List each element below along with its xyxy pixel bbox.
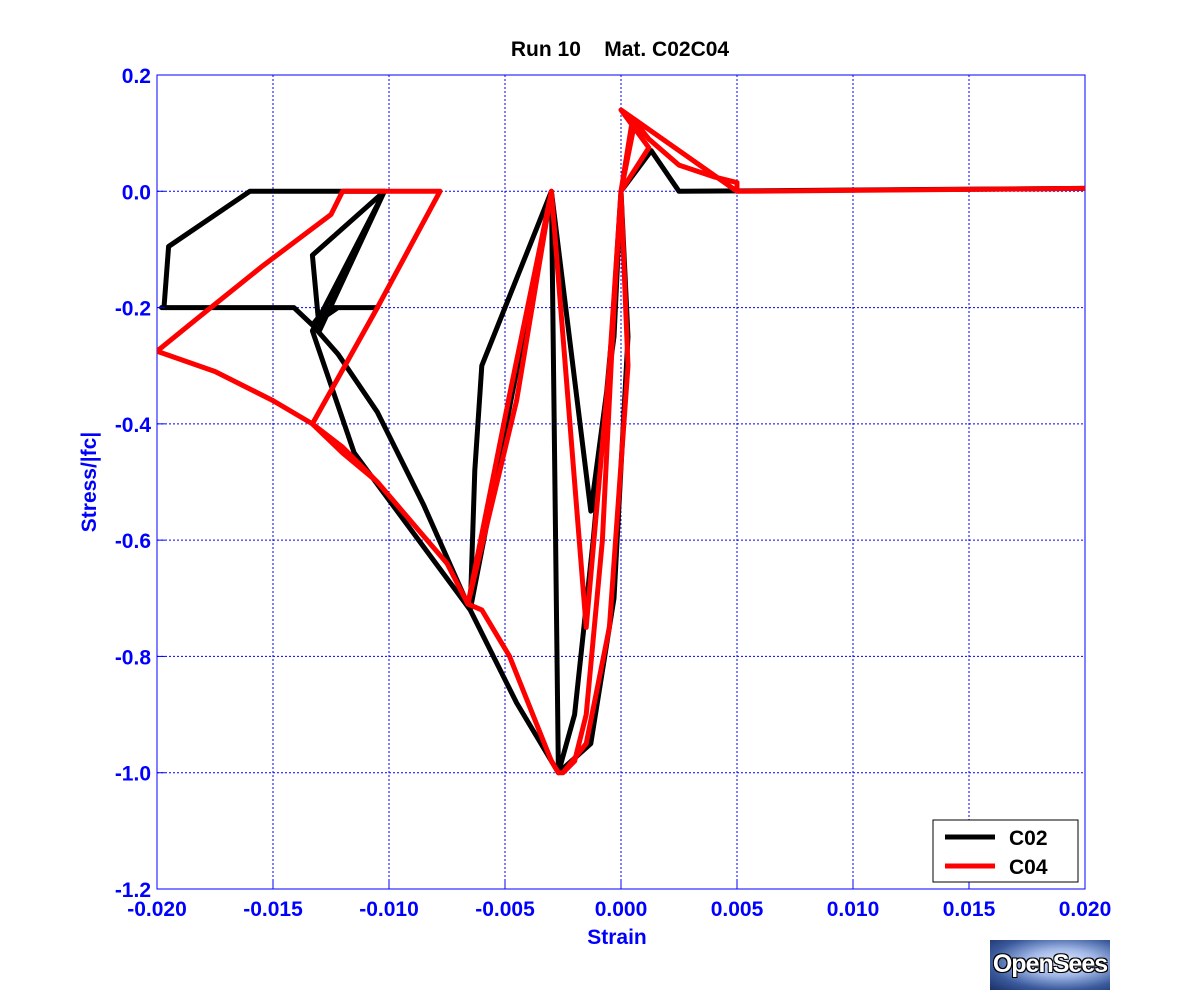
x-tick-label: -0.010: [359, 898, 419, 921]
y-tick-label: 0.2: [122, 65, 151, 88]
legend-label-c04: C04: [1009, 856, 1048, 879]
x-axis-label: Strain: [587, 926, 647, 949]
y-tick-label: -1.0: [115, 763, 151, 786]
x-tick-label: -0.020: [127, 898, 187, 921]
x-tick-label: 0.000: [595, 898, 648, 921]
y-tick-label: -0.8: [115, 646, 152, 669]
x-tick-label: -0.005: [475, 898, 535, 921]
series-layer: [157, 107, 1085, 776]
legend-box: [932, 819, 1079, 883]
x-tick-label: 0.020: [1059, 898, 1112, 921]
y-tick-label: 0.0: [122, 181, 151, 204]
y-tick-label: -0.4: [115, 414, 152, 437]
y-tick-label: -1.2: [115, 879, 151, 902]
y-tick-labels: 0.2 0.0 -0.2 -0.4 -0.6 -0.8 -1.0 -1.2: [115, 65, 165, 902]
series-line-c04: [157, 107, 1085, 776]
x-tick-label: 0.015: [943, 898, 996, 921]
legend: C02 C04: [932, 819, 1079, 883]
y-tick-label: -0.6: [115, 530, 151, 553]
x-tick-label: 0.005: [711, 898, 764, 921]
x-tick-labels: -0.020 -0.015 -0.010 -0.005 0.000 0.005 0.010 0…: [127, 881, 1111, 921]
y-axis-label: Stress/|fc|: [78, 432, 101, 532]
logo-background: [990, 940, 1110, 990]
x-tick-label: 0.010: [827, 898, 880, 921]
chart-title: Run 10 Mat. C02C04: [511, 38, 730, 61]
opensees-logo: OpenSees: [990, 940, 1110, 990]
legend-label-c02: C02: [1009, 827, 1048, 850]
logo-text: OpenSees: [992, 950, 1108, 978]
x-tick-label: -0.015: [243, 898, 303, 921]
y-tick-label: -0.2: [115, 298, 151, 321]
